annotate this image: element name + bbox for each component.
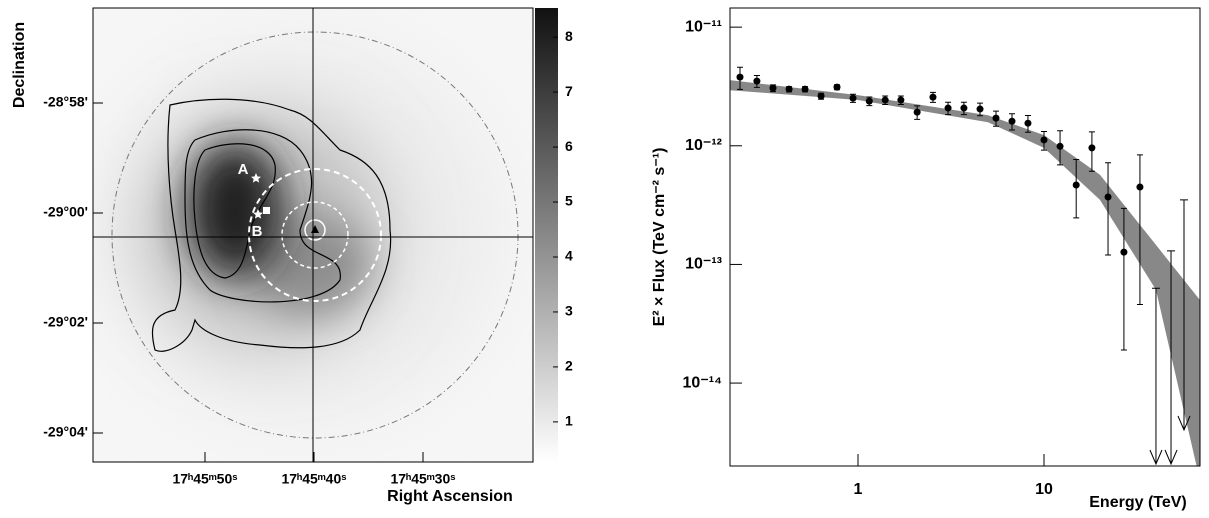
- colorbar-tick-label: 6: [565, 138, 573, 154]
- map-peak: [187, 142, 283, 278]
- data-point: [849, 94, 857, 102]
- colorbar-tick-label: 4: [565, 248, 573, 264]
- y-axis-title: E² × Flux (TeV cm⁻² s⁻¹): [651, 148, 668, 327]
- model-band: [730, 80, 1200, 466]
- upper-limit: [1164, 250, 1178, 466]
- upper-limit: [1149, 287, 1163, 466]
- map-frame: [92, 7, 534, 463]
- error-bar: [1073, 158, 1080, 219]
- plot-area: [730, 26, 1200, 466]
- region-circle: [248, 168, 382, 302]
- x-axis-title: Energy (TeV): [1089, 494, 1187, 511]
- star-marker: [252, 209, 263, 219]
- x-axis-title: Right Ascension: [387, 488, 513, 505]
- y-tick-label: 10⁻¹⁴: [683, 374, 723, 391]
- colorbar: [535, 8, 558, 462]
- data-point: [881, 96, 889, 104]
- colorbar-tick-label: 3: [565, 303, 573, 319]
- colorbar-tick-label: 7: [565, 83, 573, 99]
- data-point: [1104, 193, 1112, 201]
- y-tick-label: 10⁻¹¹: [685, 18, 722, 35]
- data-point: [1088, 144, 1096, 152]
- triangle-marker: [311, 225, 319, 233]
- data-point: [897, 96, 905, 104]
- contour: [151, 98, 392, 352]
- data-point: [785, 85, 793, 93]
- colorbar-tick-label: 2: [565, 358, 573, 374]
- data-point: [1120, 248, 1128, 256]
- x-tick-label: 17ʰ45ᵐ40ˢ: [281, 471, 346, 487]
- data-point: [833, 83, 841, 91]
- x-tick-label: 1: [854, 481, 863, 498]
- data-point: [929, 93, 937, 101]
- upper-limit: [1177, 199, 1191, 432]
- contour: [184, 129, 341, 303]
- data-point: [1024, 119, 1032, 127]
- source-circle: [304, 219, 326, 241]
- data-point: [801, 85, 809, 93]
- colorbar-tick-label: 1: [565, 413, 573, 429]
- data-point: [944, 104, 952, 112]
- fov-circle: [111, 31, 519, 439]
- colorbar-tick-label: 5: [565, 193, 573, 209]
- data-point: [1008, 117, 1016, 125]
- error-bar: [1120, 207, 1127, 351]
- y-tick-label: -28°58': [43, 94, 88, 110]
- y-tick-label: -29°04': [43, 424, 88, 440]
- data-point: [1056, 142, 1064, 150]
- star-marker: [250, 173, 261, 183]
- x-tick-label: 17ʰ45ᵐ50ˢ: [172, 471, 237, 487]
- data-point: [960, 104, 968, 112]
- plot-frame: [729, 7, 1201, 467]
- y-tick-label: 10⁻¹²: [685, 137, 722, 154]
- data-point: [736, 73, 744, 81]
- sky-map: [93, 8, 533, 462]
- region-circle: [281, 201, 349, 269]
- data-point: [753, 77, 761, 85]
- annotation: A: [238, 161, 249, 178]
- data-point: [1136, 183, 1144, 191]
- colorbar-tick-label: 8: [565, 28, 573, 44]
- error-bar: [1088, 131, 1095, 172]
- data-point: [817, 92, 825, 100]
- data-point: [1040, 136, 1048, 144]
- annotation: B: [252, 223, 263, 240]
- error-bar: [1136, 154, 1143, 305]
- data-point: [1072, 181, 1080, 189]
- x-tick-label: 17ʰ45ᵐ30ˢ: [390, 471, 455, 487]
- x-tick-label: 10: [1035, 481, 1053, 498]
- error-bar: [1105, 162, 1112, 256]
- data-point: [913, 108, 921, 116]
- y-tick-label: -29°02': [43, 314, 88, 330]
- data-point: [992, 114, 1000, 122]
- y-tick-label: -29°00': [43, 204, 88, 220]
- data-point: [976, 105, 984, 113]
- y-tick-label: 10⁻¹³: [685, 256, 722, 273]
- y-axis-title: Declination: [11, 22, 28, 108]
- data-point: [865, 97, 873, 105]
- square-marker: [263, 207, 270, 214]
- data-point: [769, 84, 777, 92]
- contour: [193, 143, 276, 279]
